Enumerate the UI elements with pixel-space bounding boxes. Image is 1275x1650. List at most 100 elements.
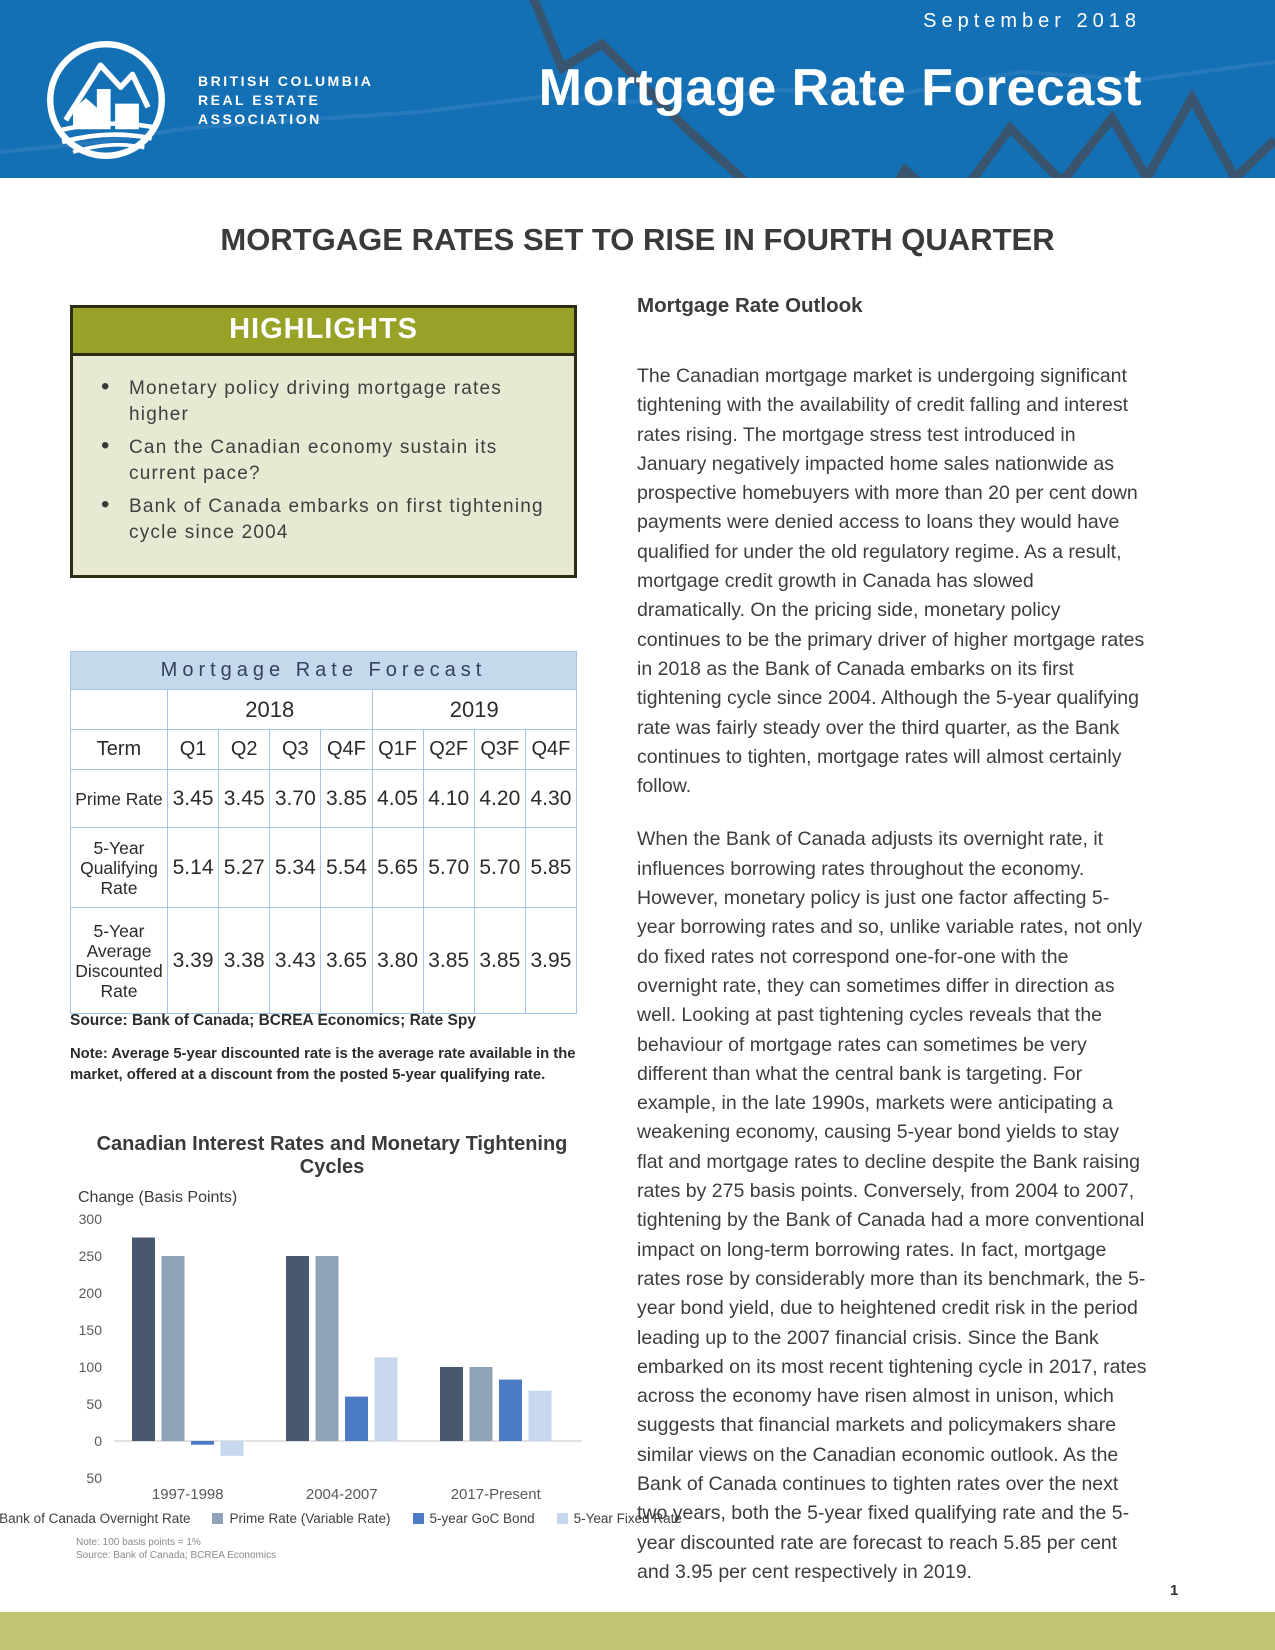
chart-bar <box>499 1379 522 1441</box>
logo-line3: ASSOCIATION <box>198 110 322 127</box>
table-cell: 5.70 <box>422 827 475 908</box>
highlights-list: Monetary policy driving mortgage rates h… <box>87 374 556 546</box>
highlights-body: Monetary policy driving mortgage rates h… <box>73 356 574 575</box>
chart-bar <box>220 1441 244 1456</box>
table-cell: 3.45 <box>218 769 271 828</box>
svg-text:300: 300 <box>79 1211 103 1227</box>
table-cell: 3.45 <box>166 769 220 828</box>
year-group-2019: 2019 <box>371 689 577 730</box>
forecast-table: Mortgage Rate Forecast 2018 2019 Term Q1… <box>70 651 578 1014</box>
logo-line1: BRITISH COLUMBIA <box>198 72 374 89</box>
chart-source: Source: Bank of Canada; BCREA Economics <box>76 1550 277 1561</box>
legend-label: 5-Year Fixed Rate <box>573 1511 682 1526</box>
article-paragraph: When the Bank of Canada adjusts its over… <box>637 828 1147 1583</box>
table-cell: 3.85 <box>473 907 526 1014</box>
chart-bar <box>286 1256 309 1441</box>
svg-text:1997-1998: 1997-1998 <box>152 1486 224 1503</box>
table-row: 5-Year Average Discounted Rate 3.39 3.38… <box>70 907 578 1014</box>
table-cell: 3.85 <box>422 907 475 1014</box>
legend-item: 5-Year Fixed Rate <box>556 1511 682 1526</box>
highlight-item: Bank of Canada embarks on first tighteni… <box>87 492 556 546</box>
col-header: Q4F <box>320 729 373 770</box>
table-cell: 5.34 <box>269 827 322 908</box>
highlight-item: Monetary policy driving mortgage rates h… <box>87 374 556 428</box>
masthead: BRITISH COLUMBIA REAL ESTATE ASSOCIATION… <box>0 0 1275 178</box>
table-source: Source: Bank of Canada; BCREA Economics;… <box>70 1012 476 1029</box>
table-cell: 5.65 <box>371 827 424 908</box>
article-heading: Mortgage Rate Outlook <box>637 294 863 317</box>
svg-text:2004-2007: 2004-2007 <box>306 1486 378 1503</box>
chart-title: Canadian Interest Rates and Monetary Tig… <box>96 1133 568 1178</box>
legend-label: 5-year GoC Bond <box>429 1511 535 1526</box>
highlight-item: Can the Canadian economy sustain its cur… <box>87 433 556 487</box>
col-header: Q3 <box>269 729 322 770</box>
bcrea-logo-icon <box>47 41 165 159</box>
publication-title: Mortgage Rate Forecast <box>538 59 1142 117</box>
table-cell: 3.43 <box>269 907 322 1014</box>
highlights-box: HIGHLIGHTS Monetary policy driving mortg… <box>70 305 577 578</box>
page-number: 1 <box>1170 1582 1179 1599</box>
col-header: Q2F <box>422 729 475 770</box>
col-header: Q3F <box>473 729 526 770</box>
chart-bar <box>161 1256 185 1441</box>
chart-note: Note: 100 basis points = 1% <box>76 1537 201 1548</box>
legend-label: Prime Rate (Variable Rate) <box>229 1511 391 1526</box>
row-term: Prime Rate <box>70 769 168 828</box>
headline: MORTGAGE RATES SET TO RISE IN FOURTH QUA… <box>220 222 1055 257</box>
table-cell: 5.85 <box>524 827 578 908</box>
svg-text:150: 150 <box>79 1322 103 1338</box>
legend-item: 5-year GoC Bond <box>412 1511 535 1526</box>
col-header: Q1F <box>371 729 424 770</box>
chart-bar <box>374 1357 398 1441</box>
chart-bar <box>345 1396 368 1441</box>
col-header: Q2 <box>218 729 271 770</box>
table-title: Mortgage Rate Forecast <box>70 651 577 690</box>
table-corner-cell <box>70 689 168 730</box>
legend-item: Prime Rate (Variable Rate) <box>212 1511 391 1526</box>
logo-line2: REAL ESTATE <box>198 91 321 108</box>
article-paragraph: The Canadian mortgage market is undergoi… <box>637 365 1145 798</box>
svg-text:250: 250 <box>79 1248 103 1264</box>
table-cell: 5.27 <box>218 827 271 908</box>
svg-text:2017-Present: 2017-Present <box>451 1486 542 1503</box>
col-header: Q4F <box>524 729 578 770</box>
chart-y-axis-label: Change (Basis Points) <box>78 1189 238 1206</box>
table-cell: 5.54 <box>320 827 373 908</box>
chart-canvas: 300 250 200 150 100 50 0 50 1997-1998 2004-2007 20… <box>79 1211 582 1503</box>
svg-text:100: 100 <box>79 1359 103 1375</box>
table-cell: 3.95 <box>524 907 578 1014</box>
table-cell: 4.05 <box>371 769 424 828</box>
table-cell: 3.85 <box>320 769 373 828</box>
table-cell: 4.10 <box>422 769 475 828</box>
svg-text:200: 200 <box>79 1285 103 1301</box>
svg-text:50: 50 <box>86 1396 102 1412</box>
chart-bar <box>469 1367 493 1441</box>
chart-bar <box>440 1367 463 1441</box>
legend-label: Bank of Canada Overnight Rate <box>0 1511 191 1526</box>
legend-swatch-icon <box>412 1513 424 1524</box>
issue-date: September 2018 <box>923 10 1141 32</box>
logo-text: BRITISH COLUMBIA REAL ESTATE ASSOCIATION <box>198 72 373 129</box>
row-term: 5-Year Average Discounted Rate <box>70 907 168 1014</box>
table-cell: 5.14 <box>166 827 220 908</box>
col-header: Q1 <box>166 729 220 770</box>
highlights-title: HIGHLIGHTS <box>73 308 574 356</box>
table-row: 5-Year Qualifying Rate 5.14 5.27 5.34 5.… <box>70 827 578 908</box>
chart-bar <box>191 1441 214 1445</box>
svg-text:50: 50 <box>86 1470 102 1486</box>
col-header-term: Term <box>70 729 168 770</box>
chart-legend: Bank of Canada Overnight Rate Prime Rate … <box>0 1511 682 1526</box>
table-cell: 3.70 <box>269 769 322 828</box>
table-cell: 3.39 <box>166 907 220 1014</box>
header-linechart-decoration <box>0 0 1275 178</box>
legend-swatch-icon <box>556 1513 568 1524</box>
article: Mortgage Rate Outlook The Canadian mortg… <box>637 294 1147 1611</box>
table-cell: 5.70 <box>473 827 526 908</box>
table-row: Prime Rate 3.45 3.45 3.70 3.85 4.05 4.10… <box>70 769 578 828</box>
table-cell: 3.65 <box>320 907 373 1014</box>
table-cell: 4.30 <box>524 769 578 828</box>
footer-bar <box>0 1612 1275 1650</box>
row-term: 5-Year Qualifying Rate <box>70 827 168 908</box>
table-note: Note: Average 5-year discounted rate is … <box>70 1046 576 1083</box>
